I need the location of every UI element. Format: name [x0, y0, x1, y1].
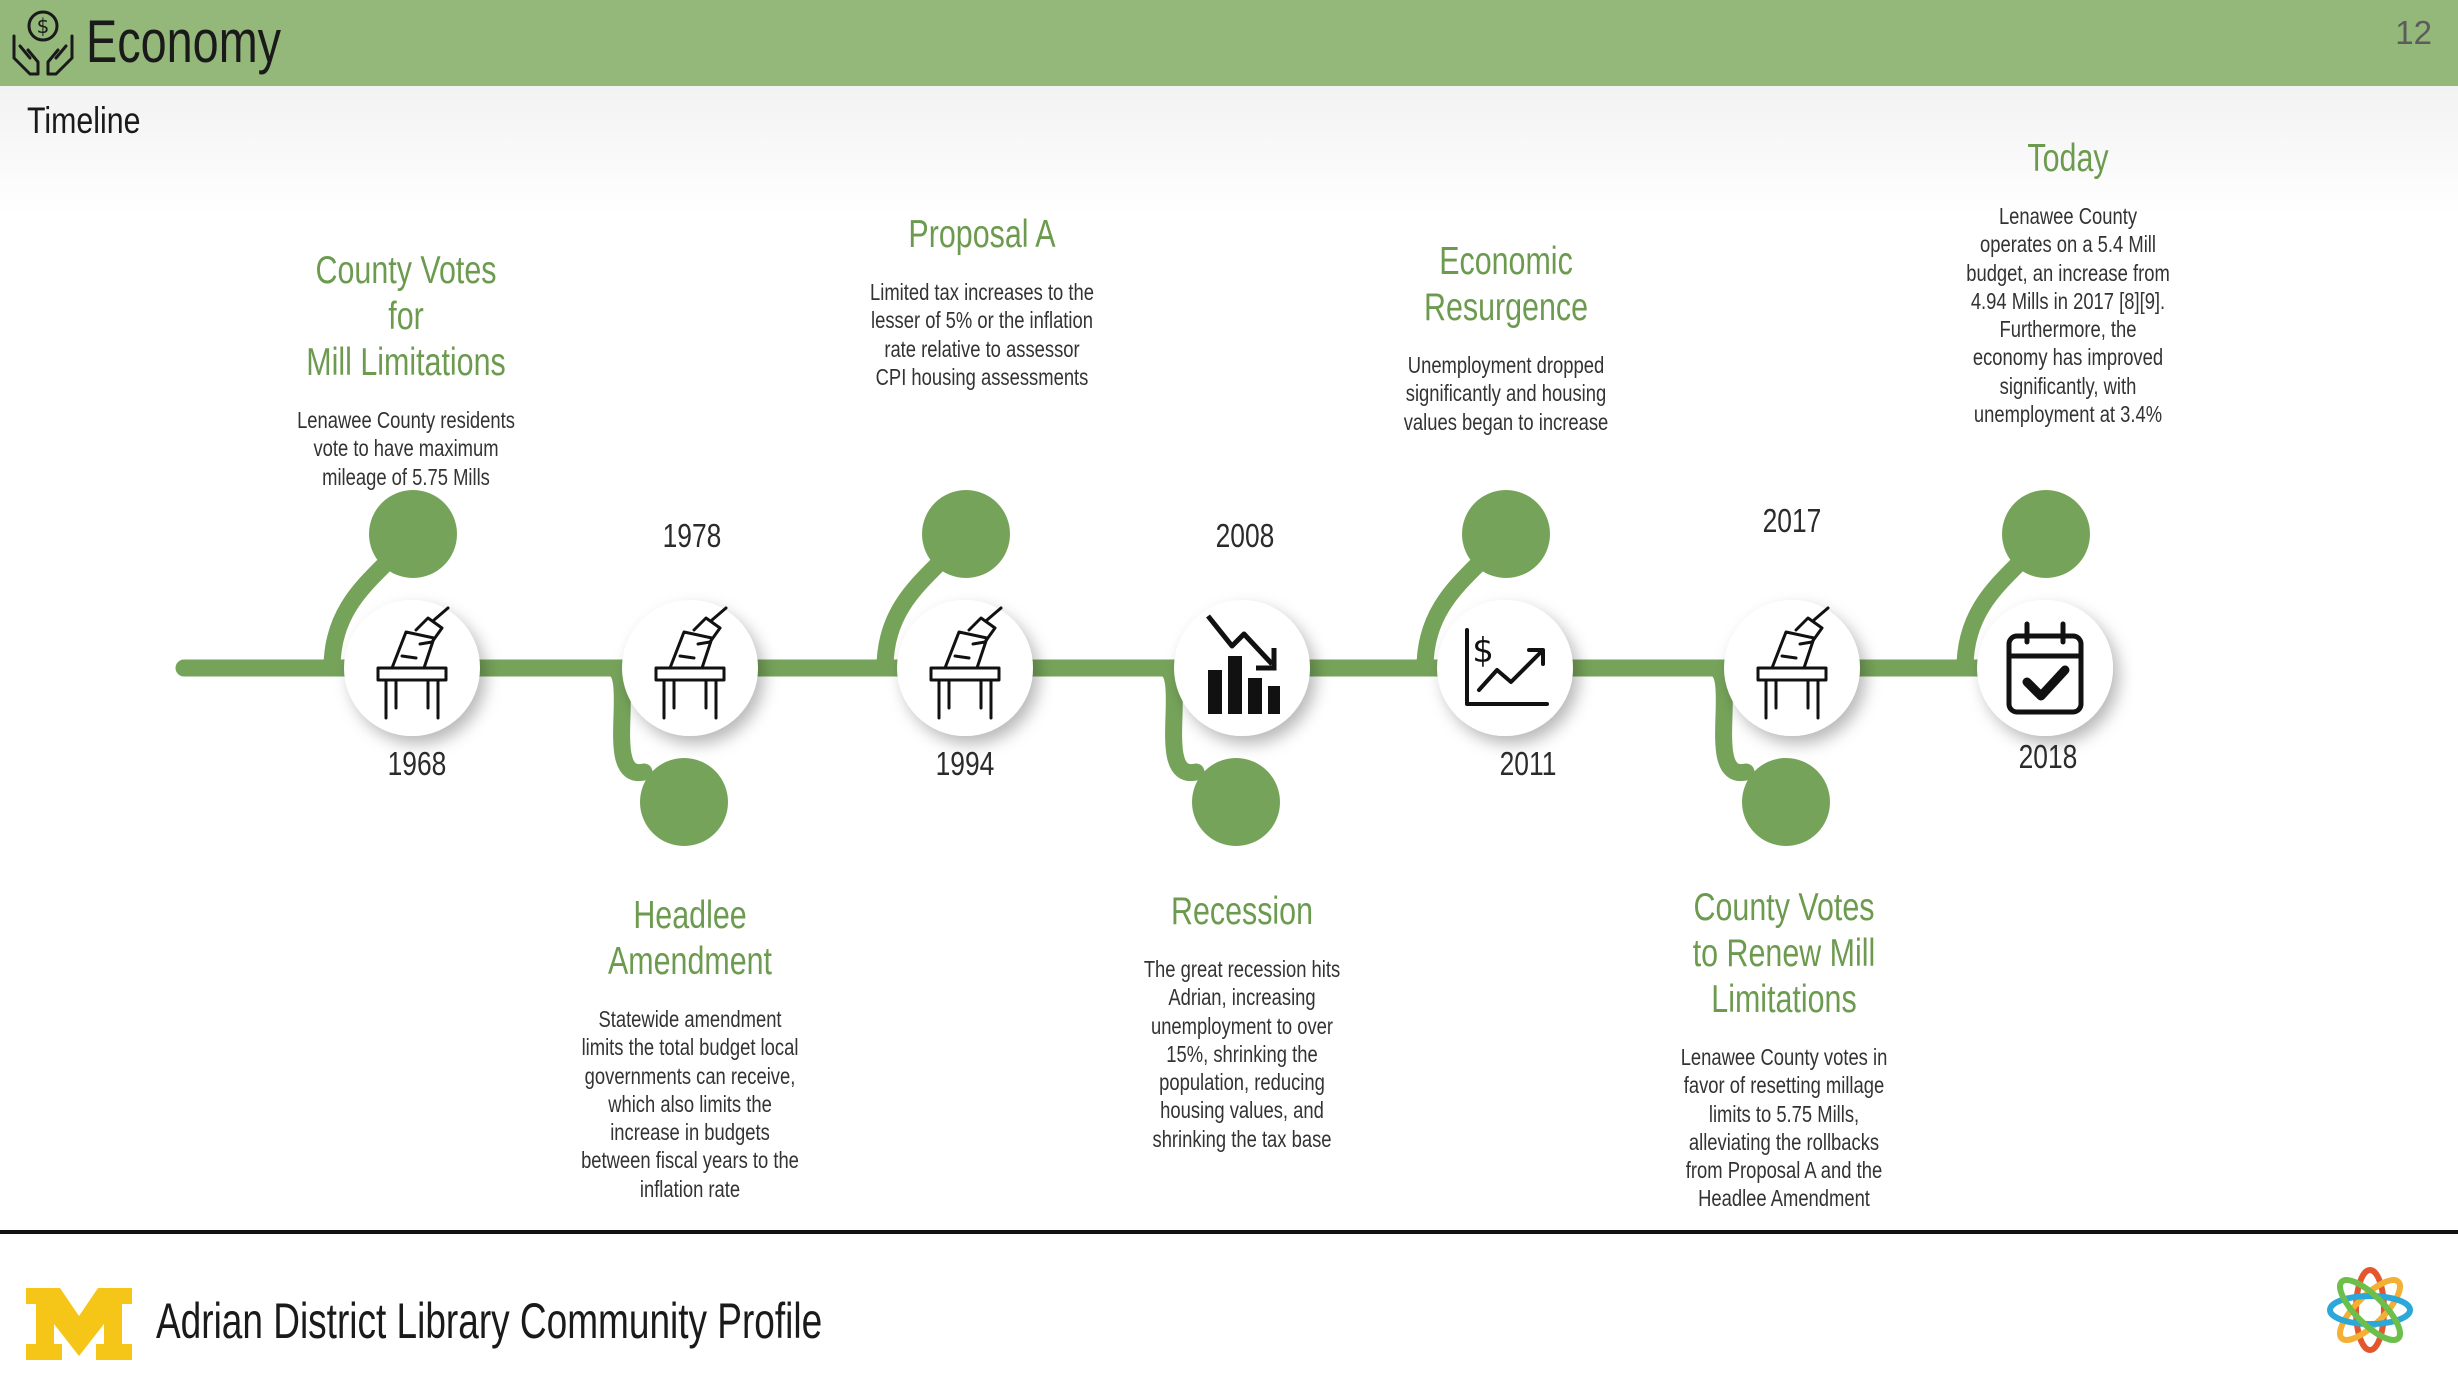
event-icon-circle: [1437, 600, 1573, 736]
timeline-dot: [640, 758, 728, 846]
event-year: 2011: [1499, 745, 1557, 782]
ballot-box-icon: [654, 606, 728, 720]
event-description: Lenawee County operates on a 5.4 Mill bu…: [1966, 203, 2170, 428]
event-title: Today: [2027, 137, 2109, 180]
flower-logo: [2327, 1267, 2413, 1353]
event-title: Headlee Amendment: [607, 894, 773, 983]
timeline-branch: [601, 659, 653, 781]
event-description: Lenawee County residents vote to have ma…: [297, 407, 515, 490]
event-title: County Votes for Mill Limitations: [306, 249, 506, 384]
timeline-dot: [1192, 758, 1280, 846]
timeline-dot: [2002, 490, 2090, 578]
event-year: 2017: [1762, 502, 1822, 539]
calendar-check-icon: [2006, 621, 2084, 715]
ballot-box-icon: [929, 606, 1003, 720]
event-text-block: Economic Resurgence Unemployment dropped s…: [1366, 239, 1646, 436]
section-subtitle: Timeline: [27, 100, 141, 141]
timeline-branch: [1703, 659, 1755, 781]
footer-divider: [0, 1230, 2458, 1234]
event-title: County Votes to Renew Mill Limitations: [1692, 886, 1876, 1021]
event-title: Recession: [1170, 890, 1314, 933]
subtitle-band: [0, 86, 2458, 216]
page-title: Economy: [86, 8, 282, 75]
timeline-branch: [1153, 659, 1205, 781]
header-bar: $ Economy 12: [0, 0, 2458, 86]
event-icon-circle: [1977, 600, 2113, 736]
event-title: Proposal A: [908, 213, 1056, 256]
event-description: Limited tax increases to the lesser of 5…: [870, 279, 1094, 390]
svg-text:$: $: [1472, 631, 1494, 671]
event-text-block: Recession The great recession hits Adrian…: [1102, 889, 1382, 1153]
footer-title: Adrian District Library Community Profil…: [156, 1293, 823, 1349]
event-text-block: County Votes for Mill Limitations Lenawee …: [266, 248, 546, 491]
event-text-block: Today Lenawee County operates on a 5.4 Mi…: [1938, 136, 2198, 428]
event-year: 2008: [1215, 517, 1275, 554]
ballot-box-icon: [376, 606, 450, 720]
timeline-dot: [1462, 490, 1550, 578]
timeline-dot: [1742, 758, 1830, 846]
timeline-dot: [922, 490, 1010, 578]
event-year: 2018: [2018, 738, 2078, 775]
university-of-michigan-logo: [26, 1288, 132, 1360]
event-year: 1968: [387, 745, 447, 782]
svg-text:$: $: [37, 14, 50, 38]
event-text-block: County Votes to Renew Mill Limitations Lena…: [1644, 885, 1924, 1213]
event-description: Lenawee County votes in favor of resetti…: [1680, 1044, 1888, 1212]
event-year: 1994: [935, 745, 995, 782]
event-text-block: Proposal A Limited tax increases to the l…: [842, 212, 1122, 391]
event-text-block: Headlee Amendment Statewide amendment limi…: [550, 893, 830, 1203]
event-description: The great recession hits Adrian, increas…: [1143, 956, 1341, 1152]
timeline-dot: [369, 490, 457, 578]
hands-money-icon: $: [12, 10, 74, 76]
event-description: Statewide amendment limits the total bud…: [581, 1006, 799, 1202]
rising-dollar-chart-icon: $: [1465, 628, 1549, 706]
event-description: Unemployment dropped significantly and h…: [1403, 352, 1609, 435]
ballot-box-icon: [1756, 606, 1830, 720]
event-title: Economic Resurgence: [1423, 240, 1589, 329]
page-number: 12: [2395, 14, 2432, 51]
declining-chart-icon: [1206, 614, 1280, 714]
event-year: 1978: [662, 517, 722, 554]
